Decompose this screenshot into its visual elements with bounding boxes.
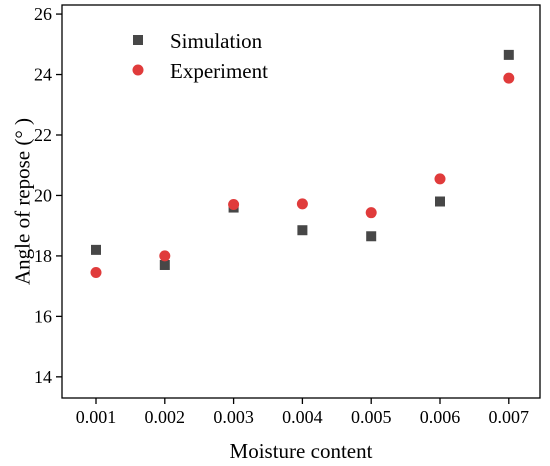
x-tick-label: 0.002 [145, 407, 186, 427]
experiment-point [434, 173, 446, 185]
simulation-point [297, 225, 308, 236]
experiment-point [365, 207, 377, 219]
simulation-point [91, 244, 101, 255]
series-simulation [91, 49, 514, 270]
experiment-point [296, 198, 308, 210]
experiment-point [503, 72, 515, 84]
experiment-point [90, 267, 102, 279]
plot-frame [61, 4, 541, 399]
simulation-point [159, 259, 170, 270]
series-experiment [90, 72, 515, 279]
x-ticks: 0.001 0.002 0.003 0.004 0.005 0.006 0.007 [76, 398, 529, 427]
x-axis-title: Moisture content [230, 439, 373, 463]
legend-marker-experiment [132, 64, 144, 76]
y-tick-label: 20 [34, 185, 52, 205]
simulation-point [366, 231, 377, 242]
legend-marker-simulation [133, 35, 143, 45]
x-tick-label: 0.003 [213, 407, 254, 427]
x-tick-label: 0.007 [489, 407, 530, 427]
y-ticks: 14 16 18 20 22 24 26 [34, 4, 62, 387]
x-tick-label: 0.005 [351, 407, 392, 427]
legend-label-simulation: Simulation [170, 29, 263, 53]
experiment-point [228, 199, 240, 211]
y-tick-label: 16 [34, 306, 52, 326]
simulation-point [435, 196, 445, 207]
x-tick-label: 0.001 [76, 407, 117, 427]
y-axis-title: Angle of repose (° ) [10, 118, 34, 285]
experiment-point [159, 250, 171, 262]
y-tick-label: 26 [34, 4, 52, 24]
y-tick-label: 18 [34, 246, 52, 266]
y-tick-label: 14 [34, 367, 52, 387]
x-tick-label: 0.006 [420, 407, 461, 427]
x-tick-label: 0.004 [282, 407, 323, 427]
simulation-point [503, 49, 514, 60]
y-tick-label: 24 [34, 65, 52, 85]
y-tick-label: 22 [34, 125, 52, 145]
legend-label-experiment: Experiment [170, 59, 268, 83]
legend: Simulation Experiment [132, 29, 268, 83]
data-series [90, 49, 515, 279]
